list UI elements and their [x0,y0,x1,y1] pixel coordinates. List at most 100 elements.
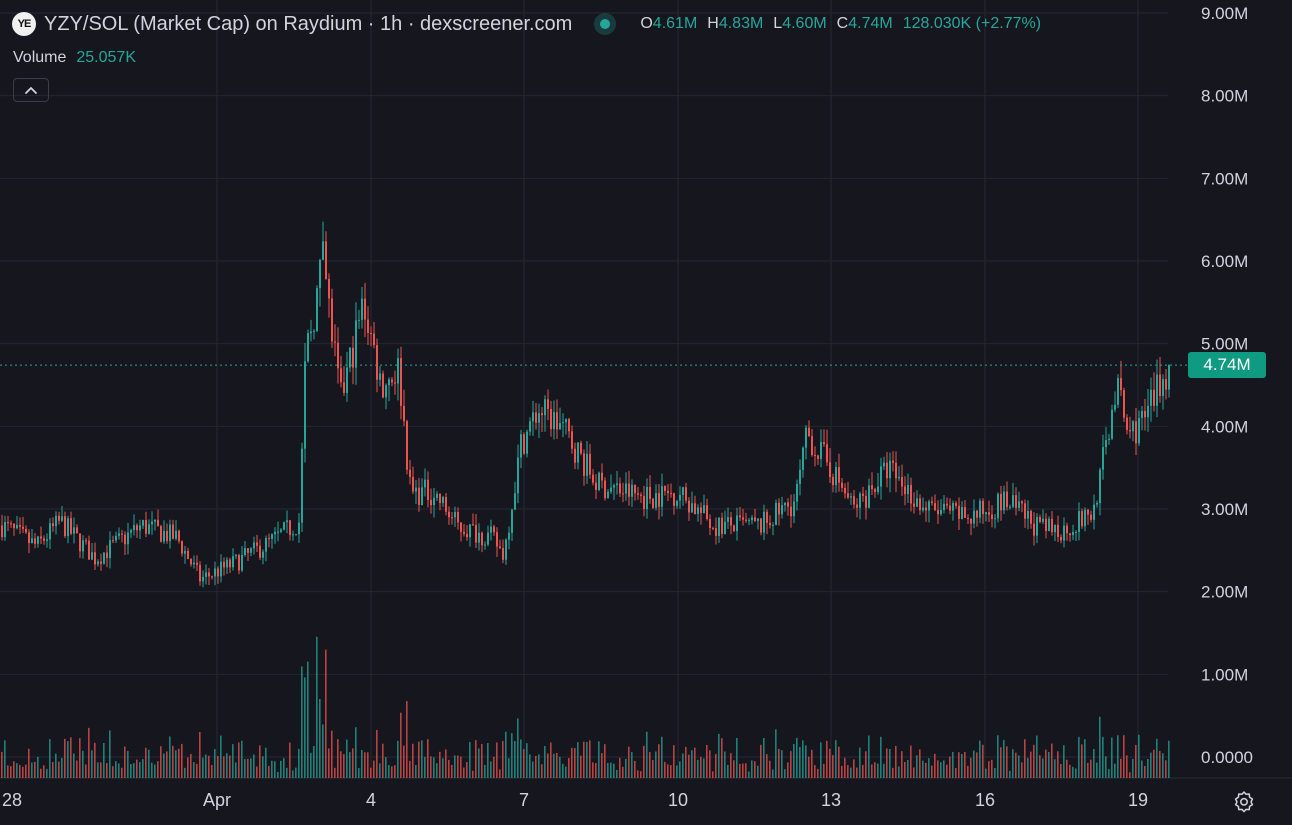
candle-body [247,548,249,553]
volume-bar [613,763,615,778]
volume-bar [157,761,159,778]
candle-body [397,358,399,384]
volume-bar [172,745,174,778]
volume-bar [619,757,621,778]
x-tick-label: 10 [668,790,688,810]
candle-body [961,507,963,519]
candle-body [1027,510,1029,519]
candle-body [367,319,369,333]
candle-body [772,524,774,526]
candle-body [310,331,312,334]
volume-bar [895,745,897,778]
volume-value: 25.057K [76,49,136,66]
volume-bar [256,766,258,778]
candle-body [979,500,981,518]
volume-bar [655,751,657,778]
x-tick-label: 4 [366,790,376,810]
volume-bar [676,765,678,778]
candle-body [769,522,771,526]
volume-bar [901,751,903,778]
volume-bar [301,666,303,778]
candle-body [403,405,405,422]
candle-body [94,552,96,565]
candle-body [304,361,306,449]
volume-bar [721,738,723,778]
candle-body [286,520,288,523]
volume-bar [1114,763,1116,778]
volume-bar [589,740,591,778]
candle-body [325,241,327,279]
volume-bar [988,761,990,778]
y-tick-label: 3.00M [1201,500,1248,519]
candle-body [784,502,786,506]
volume-bar [103,743,105,778]
candle-body [1153,389,1155,406]
candle-body [205,572,207,577]
candle-body [802,447,804,470]
candle-body [208,572,210,577]
candle-body [211,576,213,578]
volume-bar [526,743,528,778]
candle-body [265,538,267,552]
candle-body [727,517,729,522]
candle-body [229,559,231,568]
candle-body [394,382,396,384]
candle-body [289,520,291,536]
volume-bar [832,755,834,778]
candle-body [1009,506,1011,508]
volume-bar [196,763,198,778]
volume-bar [1018,755,1020,778]
volume-bar [124,746,126,778]
candle-body [157,519,159,527]
y-tick-label: 6.00M [1201,252,1248,271]
chart-settings-button[interactable] [1232,789,1256,813]
volume-bar [55,753,57,778]
candle-body [1141,410,1143,419]
volume-bar [1108,769,1110,778]
volume-bar [778,748,780,778]
candle-body [1159,374,1161,397]
candle-body [1138,418,1140,444]
candle-body [694,503,696,515]
volume-bar [154,764,156,778]
candle-body [238,555,240,571]
volume-bar [541,764,543,778]
volume-bar [292,770,294,778]
candle-body [883,462,885,467]
volume-bar [1,751,3,778]
volume-bar [160,746,162,778]
volume-bar [253,754,255,778]
candle-body [19,524,21,527]
volume-bar [877,763,879,778]
volume-bar [169,736,171,778]
candle-body [130,530,132,533]
volume-bar [508,758,510,778]
candle-body [421,487,423,505]
candle-body [214,568,216,577]
candle-body [124,534,126,545]
volume-bar [874,762,876,778]
volume-bar [289,742,291,778]
candle-body [682,487,684,495]
candle-body [487,532,489,545]
volume-bar [175,750,177,778]
volume-bar [964,751,966,778]
candle-body [172,524,174,539]
volume-bar [295,767,297,778]
volume-bar [409,760,411,778]
candle-body [139,525,141,531]
candle-body [691,503,693,513]
collapse-legend-button[interactable] [13,78,49,102]
volume-bar [1021,762,1023,778]
volume-bar [1123,735,1125,778]
y-tick-label: 2.00M [1201,583,1248,602]
candle-body [58,515,60,521]
candle-body [514,493,516,510]
candle-body [337,342,339,369]
candle-body [538,413,540,423]
volume-bar [670,765,672,778]
candle-body [67,518,69,537]
candle-body [1057,524,1059,537]
volume-bar [85,764,87,778]
